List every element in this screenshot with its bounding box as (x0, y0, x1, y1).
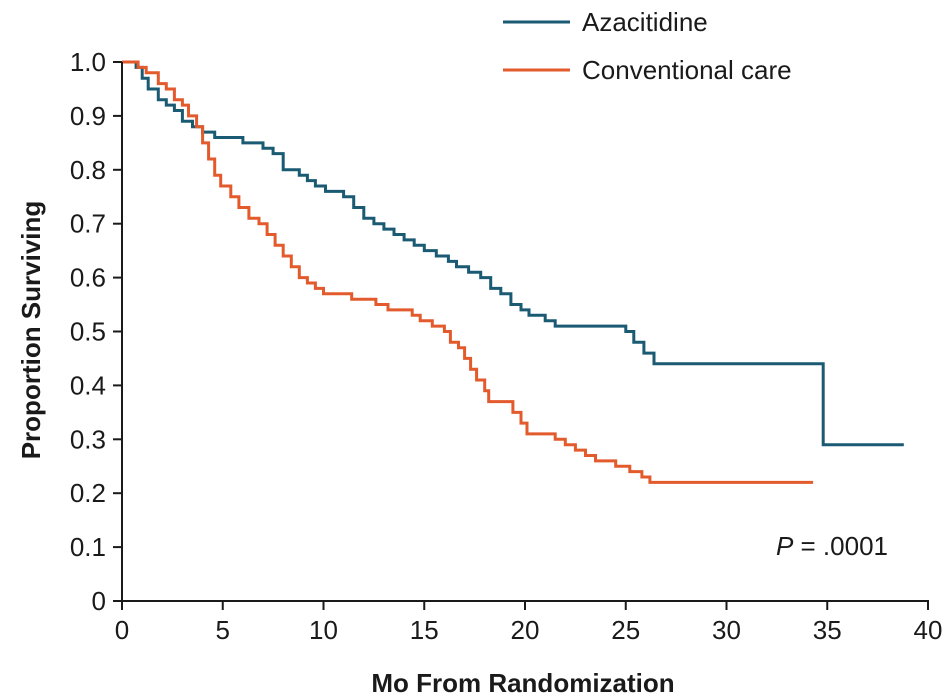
y-tick-label: 0.4 (70, 370, 106, 400)
p-value-annotation: P = .0001 (776, 531, 888, 561)
p-value-symbol: P (776, 531, 794, 561)
y-tick-label: 1.0 (70, 47, 106, 77)
y-tick-label: 0.5 (70, 317, 106, 347)
x-tick-label: 5 (216, 615, 230, 645)
y-tick-label: 0.2 (70, 478, 106, 508)
x-axis-title: Mo From Randomization (371, 668, 674, 698)
x-tick-label: 0 (115, 615, 129, 645)
y-tick-label: 0.7 (70, 209, 106, 239)
plot-area (122, 60, 904, 484)
y-tick-label: 0.9 (70, 101, 106, 131)
series-line-azacitidine (122, 60, 904, 447)
x-tick-label: 25 (611, 615, 640, 645)
legend: Azacitidine Conventional care (503, 7, 792, 85)
y-tick-label: 0.8 (70, 155, 106, 185)
x-tick-label: 10 (309, 615, 338, 645)
y-tick-label: 0.3 (70, 424, 106, 454)
y-tick-label: 0 (92, 586, 106, 616)
y-axis: 0 0.1 0.2 0.3 0.4 0.5 0.6 0.7 0.8 0.9 1.0 (70, 47, 123, 616)
x-tick-label: 40 (914, 615, 943, 645)
x-tick-label: 15 (410, 615, 439, 645)
legend-label-azacitidine: Azacitidine (582, 7, 708, 37)
x-tick-label: 30 (712, 615, 741, 645)
x-tick-label: 20 (511, 615, 540, 645)
y-axis-title: Proportion Surviving (16, 201, 46, 460)
y-tick-label: 0.1 (70, 532, 106, 562)
y-tick-label: 0.6 (70, 263, 106, 293)
x-axis: 0 5 10 15 20 25 30 35 40 (115, 600, 943, 645)
x-tick-label: 35 (813, 615, 842, 645)
legend-label-conventional-care: Conventional care (582, 55, 792, 85)
p-value-text: = .0001 (793, 531, 888, 561)
series-line-conventional-care (122, 60, 814, 484)
